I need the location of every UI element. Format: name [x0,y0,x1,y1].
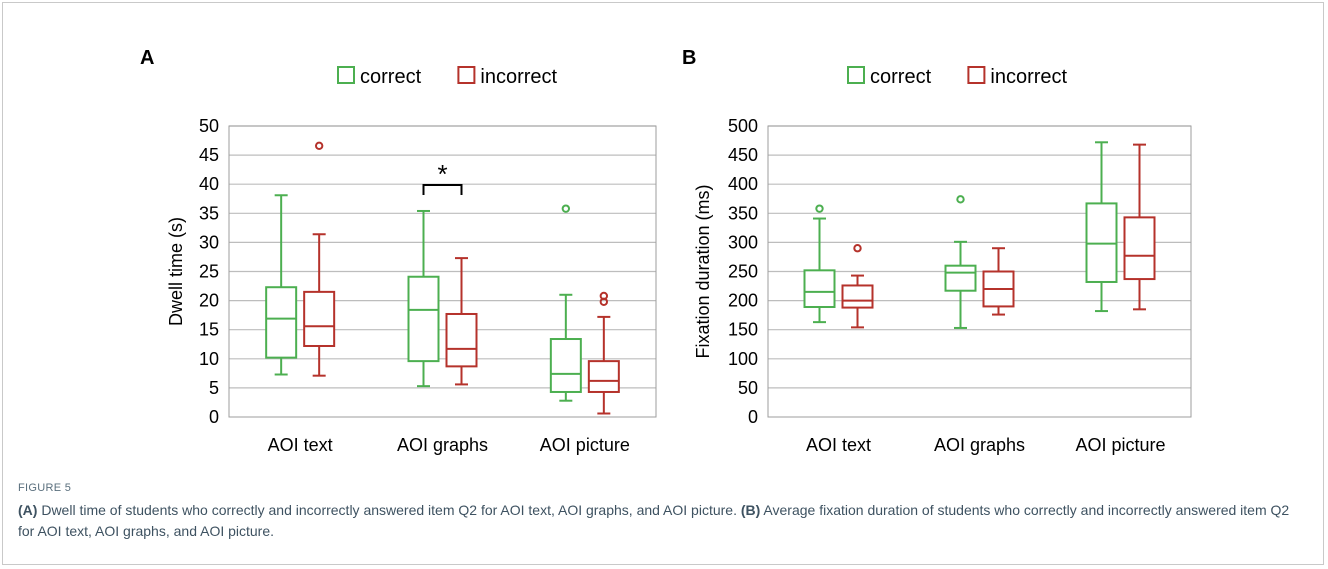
x-category-label: AOI picture [540,435,630,455]
caption-body-a: Dwell time of students who correctly and… [37,502,741,518]
y-tick-label: 50 [199,116,219,136]
box-correct [549,338,582,393]
y-tick-label: 350 [728,203,758,223]
y-axis-label: Fixation duration (ms) [693,184,713,358]
plot-frame [767,125,1192,418]
box-incorrect [303,290,336,347]
x-category-label: AOI graphs [934,435,1025,455]
y-tick-label: 100 [728,349,758,369]
y-tick-label: 400 [728,174,758,194]
y-tick-label: 35 [199,203,219,223]
outlier-point-correct [956,195,965,204]
box-incorrect [1123,216,1156,281]
legend-label-correct: correct [870,66,932,88]
figure-plots: 0 5 10 15 20 25 30 35 40 45 50 Dwell time (s) Acorre… [140,47,1192,455]
y-tick-label: 5 [209,378,219,398]
legend-swatch-incorrect [457,66,476,84]
x-category-label: AOI text [806,435,871,455]
panel-a-chart: 0 5 10 15 20 25 30 35 40 45 50 Dwell time (s) Acorre… [140,47,657,455]
y-tick-label: 40 [199,174,219,194]
y-tick-label: 10 [199,349,219,369]
legend-label-correct: correct [360,66,422,88]
y-tick-label: 15 [199,320,219,340]
caption-text: (A) Dwell time of students who correctly… [18,500,1308,542]
x-category-label: AOI graphs [397,435,488,455]
outlier-point-incorrect [853,244,862,253]
legend-swatch-correct [337,66,355,84]
y-tick-label: 45 [199,145,219,165]
x-category-label: AOI picture [1075,435,1165,455]
y-tick-label: 0 [209,407,219,427]
y-tick-label: 0 [748,407,758,427]
legend-swatch-correct [847,66,865,84]
x-category-label: AOI text [268,435,333,455]
box-correct [944,264,977,292]
outlier-point-correct [815,204,824,213]
y-tick-label: 20 [199,291,219,311]
legend-swatch-incorrect [967,66,986,84]
box-incorrect [587,360,620,393]
box-correct [803,269,836,309]
panel-letter: B [682,47,696,69]
outlier-point-incorrect [314,141,324,150]
y-tick-label: 150 [728,320,758,340]
figure-caption: FIGURE 5 (A) Dwell time of students who … [18,482,1308,542]
box-correct [265,286,298,359]
y-tick-label: 30 [199,232,219,252]
figure-label: FIGURE 5 [18,482,72,494]
outlier-point-correct [561,204,571,213]
caption-ref-a: (A) [18,502,38,518]
y-tick-label: 50 [738,378,758,398]
y-axis-label: Dwell time (s) [166,217,186,326]
significance-marker: * [437,159,447,189]
box-correct [407,275,440,363]
panel-letter: A [140,47,154,69]
significance-bracket [422,183,463,195]
y-tick-label: 300 [728,232,758,252]
outlier-point-incorrect [599,291,609,301]
y-tick-label: 200 [728,291,758,311]
legend-label-incorrect: incorrect [480,66,557,88]
box-incorrect [445,312,478,368]
panel-b-chart: 0 50 100 150 200 250 300 350 400 450 500 Fixation d… [682,47,1192,455]
legend-label-incorrect: incorrect [990,66,1067,88]
caption-body-b: Average fixation duration of students wh… [18,502,1290,539]
plot-frame [228,125,657,418]
y-tick-label: 450 [728,145,758,165]
y-tick-label: 500 [728,116,758,136]
caption-ref-b: (B) [740,502,761,518]
y-tick-label: 25 [199,262,219,282]
y-tick-label: 250 [728,262,758,282]
box-incorrect [841,284,874,309]
